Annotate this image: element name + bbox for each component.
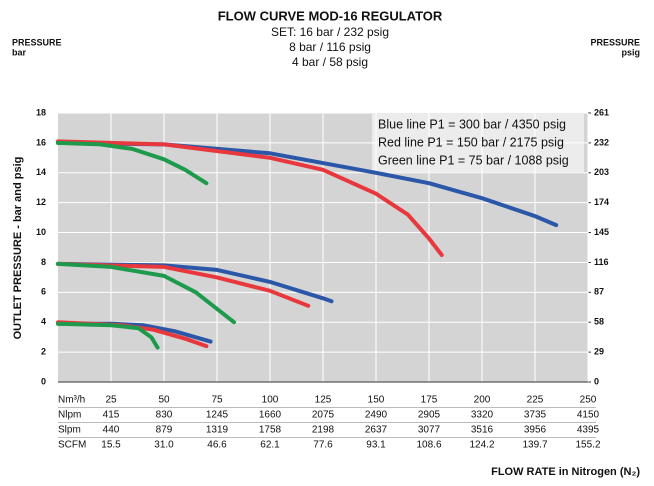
- y2-tick-label: 203: [594, 167, 609, 177]
- table-cell: 46.6: [207, 440, 227, 451]
- axis-header: psig: [621, 47, 640, 57]
- table-cell: 108.6: [416, 440, 441, 451]
- x-tick-label: 200: [474, 395, 491, 406]
- table-header: Nm³/h: [58, 395, 85, 406]
- legend-entry: Green line P1 = 75 bar / 1088 psig: [378, 153, 569, 167]
- table-cell: 3320: [471, 410, 494, 421]
- x-tick-label: 25: [105, 395, 117, 406]
- table-cell: 4395: [577, 425, 600, 436]
- table-cell: 1319: [206, 425, 229, 436]
- y-tick-label: 0: [41, 376, 46, 386]
- x-tick-label: 225: [527, 395, 544, 406]
- x-tick-label: 125: [315, 395, 332, 406]
- subtitle: SET: 16 bar / 232 psig: [271, 25, 389, 39]
- line: [56, 140, 209, 186]
- table-cell: 139.7: [522, 440, 547, 451]
- row-label: Slpm: [58, 425, 81, 436]
- axis-header: PRESSURE: [12, 37, 62, 47]
- x-tick-label: 150: [368, 395, 385, 406]
- y-tick-label: 4: [41, 317, 46, 327]
- y-axis-label: OUTLET PRESSURE - bar and psig: [12, 157, 24, 340]
- table-cell: 124.2: [469, 440, 494, 451]
- y-tick-label: 14: [36, 167, 46, 177]
- table-cell: 62.1: [260, 440, 280, 451]
- table-cell: 2075: [312, 410, 335, 421]
- table-cell: 2490: [365, 410, 388, 421]
- subtitle: 8 bar / 116 psig: [289, 40, 371, 54]
- y-tick-label: 2: [41, 346, 46, 356]
- y2-tick-label: 145: [594, 227, 609, 237]
- table-cell: 3956: [524, 425, 547, 436]
- y2-tick-label: 0: [594, 376, 599, 386]
- table-cell: 2198: [312, 425, 335, 436]
- table-cell: 1245: [206, 410, 229, 421]
- table-cell: 2637: [365, 425, 388, 436]
- table-cell: 77.6: [313, 440, 333, 451]
- y-tick-label: 10: [36, 227, 46, 237]
- legend-entry: Red line P1 = 150 bar / 2175 psig: [378, 135, 564, 149]
- y-tick-label: 8: [41, 257, 46, 267]
- y2-tick-label: 174: [594, 197, 609, 207]
- table-cell: 155.2: [575, 440, 600, 451]
- x-tick-label: 50: [158, 395, 170, 406]
- table-cell: 1660: [259, 410, 282, 421]
- table-cell: 440: [103, 425, 120, 436]
- table-cell: 415: [103, 410, 120, 421]
- y-tick-label: 12: [36, 197, 46, 207]
- x-tick-label: 100: [262, 395, 279, 406]
- axis-header: PRESSURE: [590, 37, 640, 47]
- line: [56, 261, 236, 325]
- x-tick-label: 175: [421, 395, 438, 406]
- row-label: Nlpm: [58, 410, 81, 421]
- table-cell: 15.5: [101, 440, 121, 451]
- subtitle: 4 bar / 58 psig: [292, 55, 368, 69]
- y-tick-label: 18: [36, 107, 46, 117]
- y2-tick-label: 58: [594, 317, 604, 327]
- line: [56, 321, 160, 350]
- table-cell: 4150: [577, 410, 600, 421]
- legend-entry: Blue line P1 = 300 bar / 4350 psig: [378, 117, 566, 131]
- x-axis-label: FLOW RATE in Nitrogen (N₂): [491, 466, 640, 478]
- row-label: SCFM: [58, 440, 86, 451]
- table-cell: 2905: [418, 410, 441, 421]
- y2-tick-label: 232: [594, 137, 609, 147]
- y2-tick-label: 261: [594, 107, 609, 117]
- y2-tick-label: 29: [594, 346, 604, 356]
- line: [56, 139, 444, 257]
- y2-tick-label: 116: [594, 257, 609, 267]
- table-cell: 3735: [524, 410, 547, 421]
- y2-tick-label: 87: [594, 287, 604, 297]
- y-tick-label: 6: [41, 287, 46, 297]
- y-tick-label: 16: [36, 137, 46, 147]
- axis-header: bar: [12, 47, 27, 57]
- x-tick-label: 75: [211, 395, 223, 406]
- table-cell: 830: [156, 410, 173, 421]
- table-cell: 93.1: [366, 440, 386, 451]
- line: [56, 261, 311, 308]
- table-cell: 1758: [259, 425, 282, 436]
- x-tick-label: 250: [580, 395, 597, 406]
- table-cell: 879: [156, 425, 173, 436]
- table-cell: 3516: [471, 425, 494, 436]
- table-cell: 3077: [418, 425, 441, 436]
- table-cell: 31.0: [154, 440, 174, 451]
- chart-title: FLOW CURVE MOD-16 REGULATOR: [218, 8, 443, 23]
